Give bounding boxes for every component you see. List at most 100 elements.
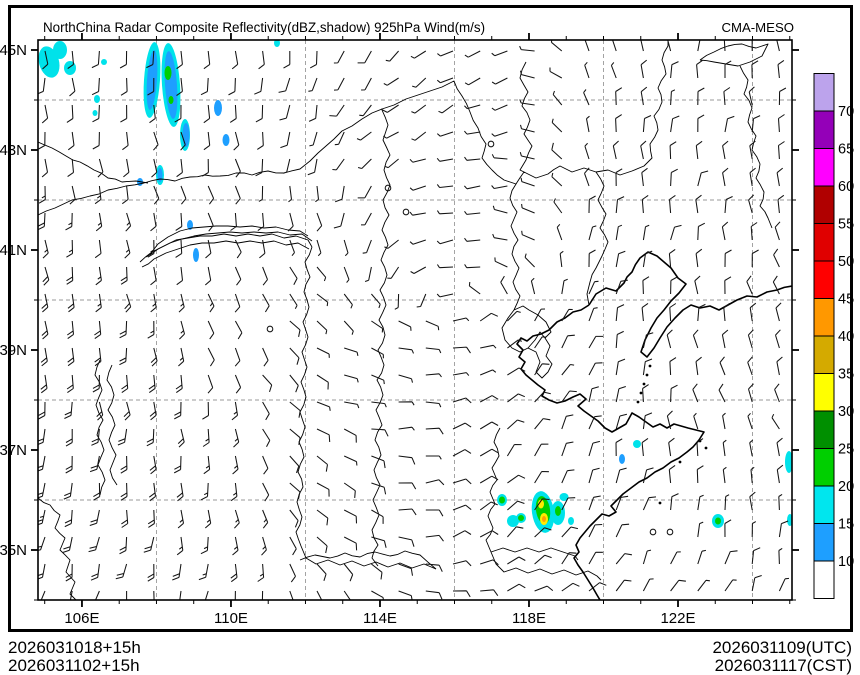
wind-barb — [464, 264, 481, 269]
wind-barb — [233, 428, 240, 448]
calm-wind-circle — [384, 184, 392, 192]
wind-barb — [333, 77, 345, 91]
wind-barb — [534, 470, 549, 484]
wind-barb — [316, 293, 329, 307]
wind-barb — [452, 449, 472, 457]
wind-barb — [723, 302, 730, 322]
wind-barb — [262, 401, 270, 421]
wind-barb — [561, 469, 575, 484]
calm-wind-circle — [649, 528, 657, 536]
province-border — [141, 240, 310, 268]
wind-barb — [207, 293, 215, 313]
wind-barb — [642, 115, 652, 133]
lon-tick-label: 106E — [64, 610, 99, 627]
wind-barb — [436, 131, 454, 137]
wind-barb — [89, 509, 100, 526]
wind-barb — [398, 426, 415, 431]
wind-barb — [751, 115, 761, 133]
wind-barb — [150, 266, 157, 286]
wind-barb — [316, 509, 329, 526]
lon-tick-label: 122E — [660, 610, 695, 627]
wind-barb — [464, 237, 481, 242]
wind-barb — [771, 413, 780, 430]
wind-barb — [383, 131, 399, 139]
wind-barb — [232, 455, 239, 475]
lon-tick-label: 118E — [512, 610, 546, 627]
wind-barb — [67, 293, 75, 313]
wind-barb — [124, 239, 131, 259]
wind-barb — [775, 302, 782, 322]
wind-barb — [398, 590, 413, 600]
wind-barb — [519, 99, 535, 106]
province-border — [490, 547, 579, 561]
wind-barb — [479, 501, 498, 511]
wind-barb — [748, 194, 755, 214]
wind-barb — [425, 534, 444, 542]
wind-barb — [146, 50, 155, 69]
wind-barb — [371, 563, 383, 580]
wind-barb — [361, 212, 372, 226]
wind-barb — [561, 390, 577, 403]
wind-barb — [697, 549, 707, 565]
wind-barb — [234, 320, 243, 340]
wind-barb — [642, 276, 650, 295]
wind-barb — [615, 358, 626, 376]
wind-barb — [308, 77, 318, 92]
wind-barb — [692, 383, 699, 403]
wind-barb — [65, 212, 73, 231]
wind-barb — [147, 320, 155, 339]
radar-echo — [542, 516, 546, 522]
wind-barb — [425, 401, 442, 408]
wind-barb — [254, 77, 264, 95]
init-time-utc: 2026031018+15h — [8, 638, 141, 657]
colorbar-segment — [813, 260, 835, 299]
wind-barb — [176, 482, 184, 502]
wind-barb — [121, 374, 129, 394]
wind-barb — [778, 87, 787, 106]
wind-barb — [722, 167, 729, 187]
wind-barb — [200, 482, 209, 501]
wind-barb — [479, 312, 499, 322]
wind-barb — [398, 347, 414, 354]
wind-barb — [436, 293, 454, 298]
wind-barb — [149, 401, 157, 421]
wind-barb — [371, 428, 389, 437]
radar-echo — [633, 440, 641, 448]
colorbar-segment — [813, 298, 835, 337]
wind-barb — [410, 50, 427, 59]
map-clip-group — [38, 40, 792, 600]
wind-barb — [588, 195, 596, 214]
wind-barb — [642, 578, 654, 592]
wind-barb — [94, 347, 102, 367]
wind-barb — [179, 590, 182, 600]
wind-barb — [262, 347, 269, 367]
wind-barb — [491, 185, 508, 190]
wind-barb — [534, 585, 554, 592]
radar-echo — [715, 517, 721, 525]
wind-barb — [280, 131, 291, 149]
wind-barb — [697, 494, 704, 511]
wind-barb — [751, 575, 762, 592]
wind-barb — [343, 266, 350, 283]
wind-barb — [615, 330, 624, 349]
island-dot — [636, 400, 640, 404]
wind-barb — [232, 536, 239, 556]
wind-barb — [230, 482, 238, 502]
wind-barb — [202, 401, 210, 420]
wind-barb — [62, 536, 73, 553]
wind-barb — [90, 563, 100, 581]
wind-barb — [425, 509, 444, 517]
wind-barb — [234, 509, 240, 529]
wind-barb — [316, 536, 328, 554]
radar-echo — [499, 496, 505, 504]
wind-barb — [309, 50, 318, 69]
wind-barb — [464, 77, 481, 86]
radar-echo — [164, 66, 172, 80]
wind-barb — [507, 419, 525, 430]
wind-barb — [774, 383, 780, 403]
wind-barb — [126, 591, 128, 600]
wind-barb — [615, 250, 626, 268]
wind-barb — [519, 70, 535, 79]
wind-barb — [63, 482, 73, 500]
wind-barb — [176, 536, 184, 556]
